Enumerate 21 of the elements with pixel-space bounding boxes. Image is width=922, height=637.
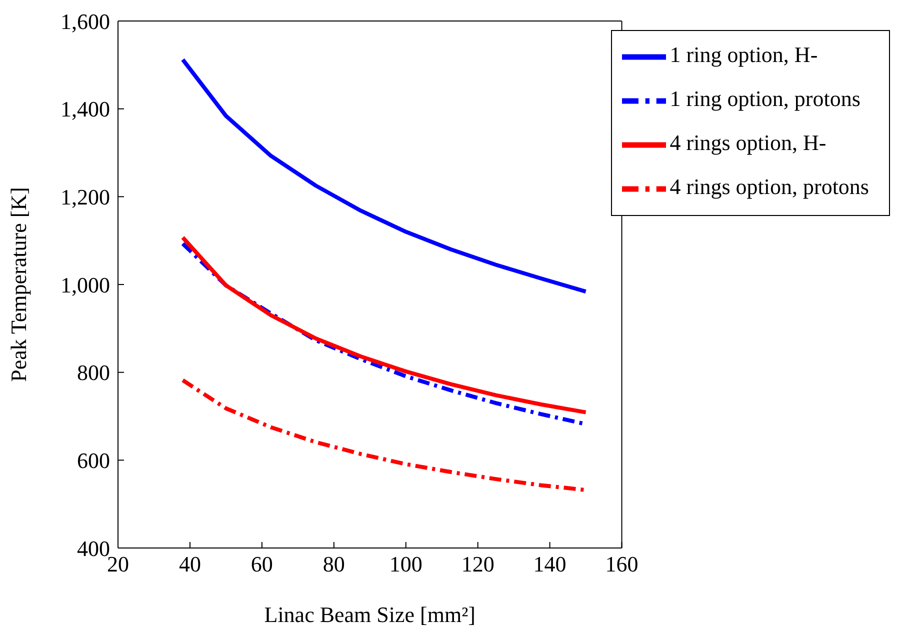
y-tick-label: 400 xyxy=(77,536,110,561)
legend-label: 4 rings option, H- xyxy=(670,130,826,156)
y-tick-label: 1,400 xyxy=(60,96,110,122)
x-tick-label: 140 xyxy=(533,552,566,577)
y-axis-title: Peak Temperature [K] xyxy=(6,187,31,382)
y-tick-label: 1,200 xyxy=(60,184,110,210)
y-tick-label: 1,000 xyxy=(60,272,110,298)
y-tick-label: 600 xyxy=(77,448,110,473)
line-series xyxy=(180,58,588,294)
x-tick-label: 40 xyxy=(178,552,201,577)
x-tick-label: 120 xyxy=(461,552,494,577)
legend-label: 4 rings option, protons xyxy=(670,174,869,200)
x-tick-label: 60 xyxy=(250,552,273,577)
legend-label: 1 ring option, protons xyxy=(670,86,860,112)
x-tick-label: 100 xyxy=(389,552,422,577)
y-tick-label: 1,600 xyxy=(60,8,110,34)
x-tick-label: 80 xyxy=(322,552,345,577)
x-axis-title: Linac Beam Size [mm²] xyxy=(264,602,476,627)
y-tick-label: 800 xyxy=(77,360,110,386)
legend-label: 1 ring option, H- xyxy=(670,42,818,68)
x-tick-label: 160 xyxy=(605,552,638,577)
